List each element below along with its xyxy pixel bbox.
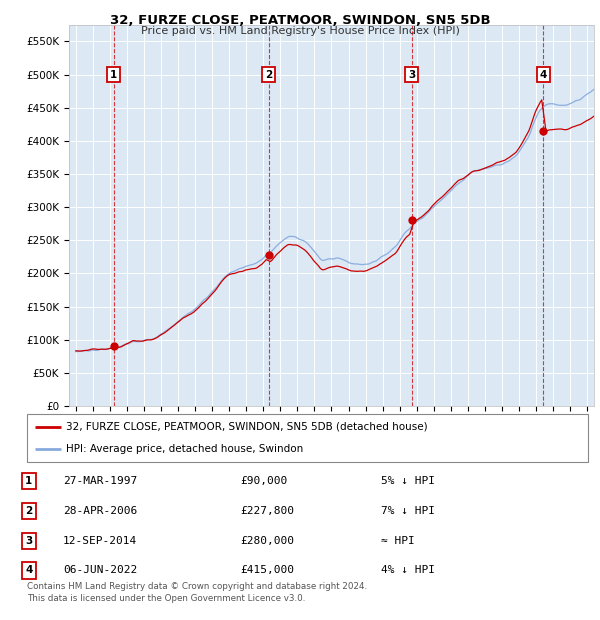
Text: £227,800: £227,800 (240, 506, 294, 516)
Text: £90,000: £90,000 (240, 476, 287, 486)
Text: 2: 2 (25, 506, 32, 516)
Text: 06-JUN-2022: 06-JUN-2022 (63, 565, 137, 575)
Text: 32, FURZE CLOSE, PEATMOOR, SWINDON, SN5 5DB (detached house): 32, FURZE CLOSE, PEATMOOR, SWINDON, SN5 … (66, 422, 428, 432)
Text: HPI: Average price, detached house, Swindon: HPI: Average price, detached house, Swin… (66, 444, 304, 454)
Text: 1: 1 (110, 69, 118, 79)
Text: 4: 4 (25, 565, 32, 575)
Text: 7% ↓ HPI: 7% ↓ HPI (381, 506, 435, 516)
Text: This data is licensed under the Open Government Licence v3.0.: This data is licensed under the Open Gov… (27, 595, 305, 603)
Text: £280,000: £280,000 (240, 536, 294, 546)
Text: 27-MAR-1997: 27-MAR-1997 (63, 476, 137, 486)
Text: 4% ↓ HPI: 4% ↓ HPI (381, 565, 435, 575)
Text: 5% ↓ HPI: 5% ↓ HPI (381, 476, 435, 486)
Text: 32, FURZE CLOSE, PEATMOOR, SWINDON, SN5 5DB: 32, FURZE CLOSE, PEATMOOR, SWINDON, SN5 … (110, 14, 490, 27)
Text: Contains HM Land Registry data © Crown copyright and database right 2024.: Contains HM Land Registry data © Crown c… (27, 582, 367, 591)
Text: 1: 1 (25, 476, 32, 486)
Text: 2: 2 (265, 69, 272, 79)
Text: Price paid vs. HM Land Registry's House Price Index (HPI): Price paid vs. HM Land Registry's House … (140, 26, 460, 36)
Text: 28-APR-2006: 28-APR-2006 (63, 506, 137, 516)
Text: ≈ HPI: ≈ HPI (381, 536, 415, 546)
Text: 3: 3 (408, 69, 415, 79)
Text: 3: 3 (25, 536, 32, 546)
Text: 4: 4 (539, 69, 547, 79)
Text: 12-SEP-2014: 12-SEP-2014 (63, 536, 137, 546)
Text: £415,000: £415,000 (240, 565, 294, 575)
